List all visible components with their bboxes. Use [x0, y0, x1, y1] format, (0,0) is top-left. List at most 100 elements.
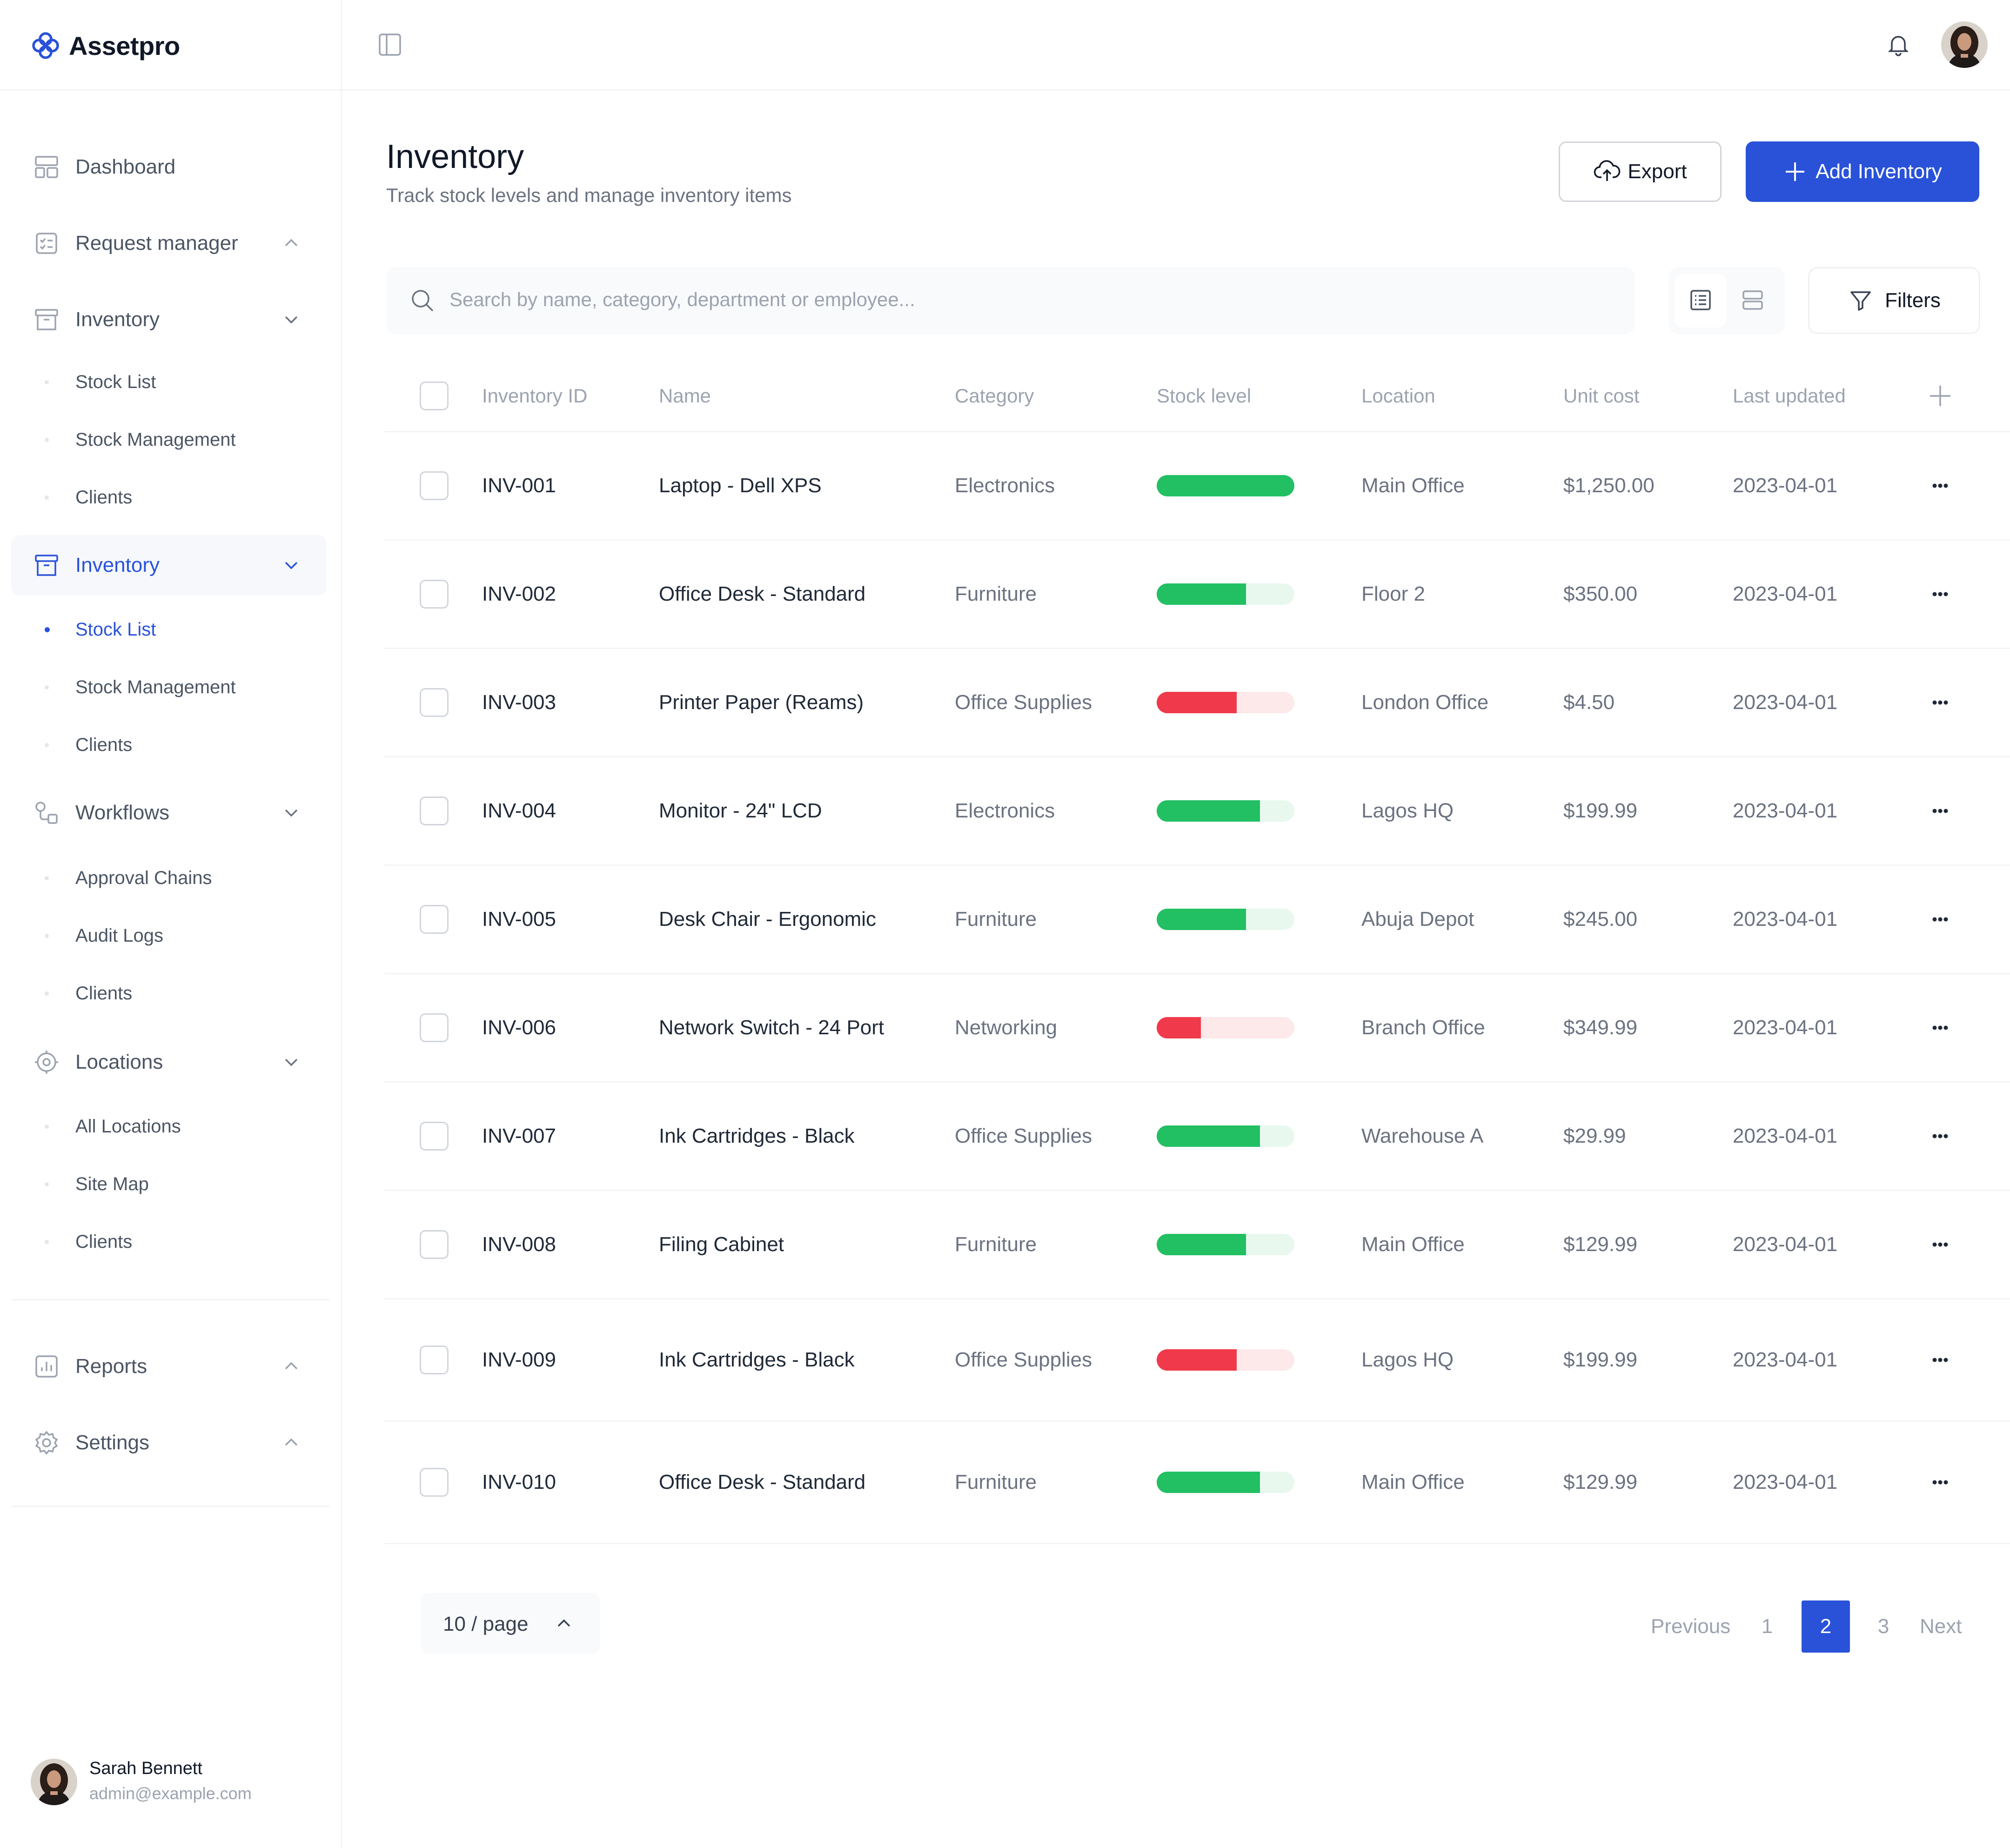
stock-level-bar: [1157, 1017, 1294, 1038]
row-checkbox[interactable]: [420, 1122, 449, 1151]
table-body: INV-001 Laptop - Dell XPS Electronics Main …: [384, 431, 2010, 1543]
pagination-page-2[interactable]: 2: [1802, 1600, 1850, 1653]
row-checkbox[interactable]: [420, 1468, 449, 1497]
page-size-select[interactable]: 10 / page: [421, 1593, 600, 1654]
add-inventory-button[interactable]: Add Inventory: [1746, 141, 1979, 202]
table-row[interactable]: INV-002 Office Desk - Standard Furniture Fl…: [384, 539, 2010, 648]
chevron-up-icon[interactable]: [281, 1433, 302, 1453]
sidebar-subitem-clients[interactable]: Clients: [0, 968, 341, 1019]
column-header-stock-level[interactable]: Stock level: [1157, 385, 1252, 407]
sidebar-item-reports[interactable]: Reports: [11, 1336, 327, 1397]
sidebar-item-locations[interactable]: Locations: [11, 1032, 327, 1092]
card-view-button[interactable]: [1727, 274, 1778, 328]
sidebar-item-workflows[interactable]: Workflows: [11, 783, 327, 843]
row-checkbox[interactable]: [420, 1346, 449, 1374]
bell-icon[interactable]: [1884, 31, 1912, 59]
more-actions-icon[interactable]: [1921, 910, 1960, 929]
table-row[interactable]: INV-010 Office Desk - Standard Furniture Ma…: [384, 1420, 2010, 1543]
avatar[interactable]: [31, 1759, 77, 1805]
stock-bar-track: [1157, 1125, 1294, 1147]
cell-name: Office Desk - Standard: [659, 1471, 866, 1493]
add-column-icon[interactable]: [1927, 383, 1953, 409]
sidebar-subitem-site-map[interactable]: Site Map: [0, 1158, 341, 1210]
select-all-checkbox[interactable]: [420, 382, 449, 410]
more-actions-icon[interactable]: [1921, 802, 1960, 820]
user-profile[interactable]: Sarah Bennett admin@example.com: [31, 1754, 252, 1810]
more-actions-icon[interactable]: [1921, 585, 1960, 603]
sidebar-subitem-stock-management[interactable]: Stock Management: [0, 662, 341, 713]
row-checkbox[interactable]: [420, 688, 449, 717]
sidebar-item-settings[interactable]: Settings: [11, 1413, 327, 1473]
stock-bar-fill: [1157, 1472, 1260, 1493]
pagination-page-3[interactable]: 3: [1877, 1615, 1889, 1638]
row-checkbox[interactable]: [420, 905, 449, 934]
table-row[interactable]: INV-004 Monitor - 24" LCD Electronics Lagos…: [384, 756, 2010, 864]
column-header-category[interactable]: Category: [955, 385, 1034, 407]
more-actions-icon[interactable]: [1921, 1235, 1960, 1254]
column-header-name[interactable]: Name: [659, 385, 711, 407]
cell-inventory-id: INV-001: [482, 474, 556, 497]
cell-category: Electronics: [955, 474, 1055, 497]
chevron-down-icon[interactable]: [281, 803, 302, 823]
table-row[interactable]: INV-006 Network Switch - 24 Port Networkin…: [384, 973, 2010, 1081]
chevron-down-icon[interactable]: [281, 309, 302, 330]
row-checkbox[interactable]: [420, 1230, 449, 1259]
pagination-previous[interactable]: Previous: [1651, 1615, 1731, 1638]
sidebar-toggle-icon[interactable]: [377, 32, 403, 58]
cell-last-updated: 2023-04-01: [1733, 799, 1838, 822]
more-actions-icon[interactable]: [1921, 476, 1960, 495]
cell-unit-cost: $129.99: [1563, 1233, 1638, 1256]
column-header-inventory-id[interactable]: Inventory ID: [482, 385, 588, 407]
chevron-up-icon[interactable]: [281, 1356, 302, 1377]
table-view-button[interactable]: [1675, 274, 1726, 328]
more-actions-icon[interactable]: [1921, 1351, 1960, 1369]
filters-button[interactable]: Filters: [1808, 267, 1980, 334]
sidebar-subitem-audit-logs[interactable]: Audit Logs: [0, 910, 341, 961]
sidebar-item-inventory-active[interactable]: Inventory: [11, 535, 327, 596]
sidebar-item-label: Settings: [75, 1431, 149, 1454]
column-header-location[interactable]: Location: [1361, 385, 1435, 407]
table-row[interactable]: INV-005 Desk Chair - Ergonomic Furniture Ab…: [384, 864, 2010, 973]
table-row[interactable]: INV-007 Ink Cartridges - Black Office Supp…: [384, 1081, 2010, 1190]
table-row[interactable]: INV-003 Printer Paper (Reams) Office Suppl…: [384, 648, 2010, 756]
more-actions-icon[interactable]: [1921, 693, 1960, 712]
table-row[interactable]: INV-009 Ink Cartridges - Black Office Supp…: [384, 1298, 2010, 1420]
pagination-page-1[interactable]: 1: [1761, 1615, 1773, 1638]
column-header-unit-cost[interactable]: Unit cost: [1563, 385, 1640, 407]
search-input[interactable]: Search by name, category, department or …: [386, 267, 1635, 334]
column-header-last-updated[interactable]: Last updated: [1733, 385, 1846, 407]
export-button[interactable]: Export: [1559, 141, 1722, 202]
sidebar-subitem-stock-list-active[interactable]: Stock List: [0, 604, 341, 655]
row-checkbox[interactable]: [420, 797, 449, 825]
sidebar-subitem-clients[interactable]: Clients: [0, 472, 341, 523]
more-actions-icon[interactable]: [1921, 1127, 1960, 1145]
more-actions-icon[interactable]: [1921, 1018, 1960, 1037]
sidebar-subitem-stock-list[interactable]: Stock List: [0, 356, 341, 408]
page-title: Inventory: [386, 138, 524, 175]
sidebar-item-inventory[interactable]: Inventory: [11, 289, 327, 350]
table-row[interactable]: INV-001 Laptop - Dell XPS Electronics Main …: [384, 431, 2010, 539]
row-checkbox[interactable]: [420, 471, 449, 500]
row-checkbox[interactable]: [420, 580, 449, 609]
sidebar-subitem-all-locations[interactable]: All Locations: [0, 1101, 341, 1152]
sidebar-item-request-manager[interactable]: Request manager: [11, 213, 327, 274]
cell-name: Office Desk - Standard: [659, 583, 866, 605]
chevron-down-icon[interactable]: [281, 1052, 302, 1072]
sidebar-subitem-clients[interactable]: Clients: [0, 1216, 341, 1267]
sidebar-subitem-approval-chains[interactable]: Approval Chains: [0, 852, 341, 904]
chevron-up-icon[interactable]: [281, 233, 302, 254]
cell-category: Office Supplies: [955, 691, 1092, 714]
cell-unit-cost: $1,250.00: [1563, 474, 1655, 497]
avatar[interactable]: [1941, 21, 1988, 68]
sidebar-subitem-clients[interactable]: Clients: [0, 719, 341, 770]
plus-icon: [1783, 160, 1807, 184]
row-checkbox[interactable]: [420, 1013, 449, 1042]
more-actions-icon[interactable]: [1921, 1473, 1960, 1492]
brand[interactable]: Assetpro: [31, 27, 180, 64]
sidebar-item-dashboard[interactable]: Dashboard: [11, 137, 327, 197]
chevron-down-icon[interactable]: [281, 555, 302, 576]
sidebar-subitem-stock-management[interactable]: Stock Management: [0, 414, 341, 465]
pagination-next[interactable]: Next: [1920, 1615, 1962, 1638]
table-row[interactable]: INV-008 Filing Cabinet Furniture Main Offic…: [384, 1190, 2010, 1298]
cell-location: Abuja Depot: [1361, 908, 1474, 931]
